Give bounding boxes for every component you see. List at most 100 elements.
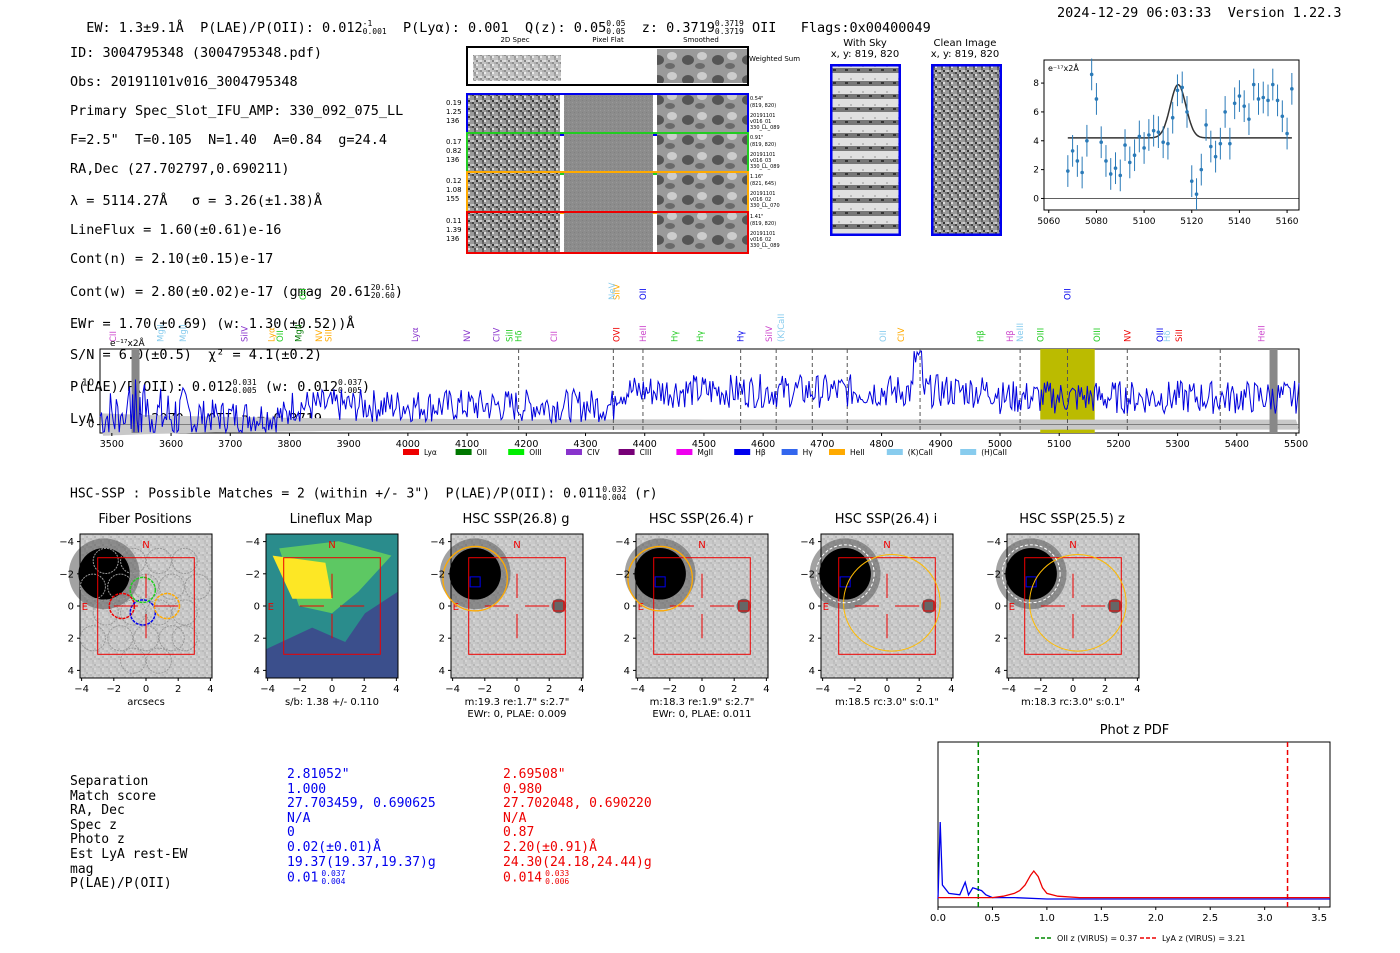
line-label: CII [550,331,560,342]
spec2d-col-pixelflat: Pixel Flat [592,36,624,44]
zoom-data-point [1285,131,1289,136]
zoom-data-point [1199,167,1204,172]
detection-info: ID: 3004795348 (3004795348.pdf) Obs: 201… [70,31,403,441]
match-value: 0.014 0.033 0.006 [503,869,570,887]
full-xtick-label: 5300 [1166,439,1190,450]
line-label: MgII [179,324,189,342]
header-z: z: 0.37190.3719 0.3719 OII [641,19,777,37]
photz-plot-data: 0.0 0.5 1.0 1.5 2.0 2.5 3.0 3.5 [930,742,1330,924]
galaxy-core [634,548,686,600]
svg-text:v016_01: v016_01 [750,119,771,125]
zoom-data-point [1275,98,1280,103]
zoom-data-point [1170,115,1175,120]
hsc-ytick-label: −2 [800,569,815,580]
hsc-xtick-label: 2 [731,684,737,695]
header-bar: EW: 1.3±9.1Å P(LAE)/P(OII): 0.012-1 0.001… [70,4,931,37]
aperture-box [653,557,751,655]
svg-text:(819, 820): (819, 820) [750,103,776,109]
zoom-spectrum-chart: e⁻¹⁷x2Å 5060 5080 5100 5120 5140 5160 0 2 4 6 8 [1033,58,1300,227]
photz-xtick-label: 1.5 [1093,913,1109,924]
hsc-xtick-label: 2 [916,684,922,695]
with-sky-image [830,64,901,236]
zoom-data-point [1104,159,1108,163]
line-label: SiII [506,329,516,342]
svg-text:330_LL_089: 330_LL_089 [750,243,780,249]
zoom-data-point [1137,134,1142,139]
info-id: ID: 3004795348 (3004795348.pdf) [70,44,322,61]
zoom-xtick-label: 5160 [1276,217,1299,227]
faint-source [551,598,567,614]
line-label: Lyα [411,327,421,342]
zoom-data-point [1127,160,1132,165]
svg-text:20191101: 20191101 [750,231,775,237]
photz-xtick-label: 2.5 [1202,913,1218,924]
aperture-circle-white [815,544,875,604]
hsc-panel-title: HSC SSP(26.8) g [462,512,570,527]
hsc-xtick-label: 0 [514,684,520,695]
hsc-caption-1: m:18.3 re:1.9" s:2.7" [650,697,755,708]
zoom-xtick-label: 5080 [1085,217,1108,227]
match-value: 0.01 0.037 0.004 [287,869,346,887]
info-ewr: EWr = 1.70(±0.69) (w: 1.30(±0.52))Å [70,315,355,332]
svg-text:155: 155 [446,195,459,203]
hsc-caption-2: EWr: 0, PLAE: 0.011 [652,709,751,720]
spec2d-col-2dspec: 2D Spec [500,36,529,44]
legend-swatch [734,449,751,455]
zoom-data-point [1113,166,1118,170]
hsc-panel-title: Fiber Positions [98,512,192,527]
photz-series-red [938,869,1330,899]
line-label: NV [1123,330,1133,342]
header-timestamp: 2024-12-29 06:03:33 [1057,5,1212,21]
line-label: SiIV [240,326,250,342]
match-label: Est LyA rest-EW [70,846,188,862]
galaxy-core [819,548,871,600]
svg-text:0.12: 0.12 [446,177,462,185]
line-label: MgII [156,324,166,342]
legend-label: Hγ [803,448,814,457]
hsc-ytick-label: 2 [809,634,815,645]
match-value: 19.37(19.37,19.37)g [287,854,436,870]
svg-text:1.08: 1.08 [446,186,462,194]
weighted-sum-2dspec [473,55,561,81]
photz-chart: 0.0 0.5 1.0 1.5 2.0 2.5 3.0 3.5 OII z (VIRUS) =… [930,741,1331,943]
hsc-xtick-label: 0 [143,684,149,695]
line-label: (K)CaII [777,314,787,342]
full-xtick-label: 4300 [573,439,597,450]
aperture-box [1024,557,1122,655]
line-label: OIII [1156,328,1166,342]
info-wavelength: λ = 5114.27Å σ = 3.26(±1.38)Å [70,192,322,209]
svg-text:1.41": 1.41" [750,214,763,220]
line-label: HeII [639,325,649,342]
svg-text:136: 136 [446,117,460,125]
line-label: SiII [1175,329,1185,342]
svg-text:330_LL_070: 330_LL_070 [750,203,780,209]
svg-text:v016_02: v016_02 [750,197,771,203]
hsc-xtick-label: 4 [578,684,584,695]
hsc-ytick-label: 4 [68,666,74,677]
legend-swatch [781,449,798,455]
zoom-data-point [1256,97,1261,101]
photz-xtick-label: 3.5 [1311,913,1327,924]
legend-label: (K)CaII [908,448,933,457]
zoom-data-point [1194,192,1199,196]
hsc-ytick-label: 0 [68,602,74,613]
line-label: NeIII [1016,323,1026,342]
hsc-ytick-label: 0 [809,602,815,613]
hsc-xtick-label: 0 [884,684,890,695]
hsc-ytick-label: 4 [439,666,445,677]
full-xtick-label: 4500 [692,439,716,450]
match-value: 2.81052" [287,767,350,782]
zoom-data-point [1085,138,1089,143]
zoom-data-point [1242,104,1246,108]
info-lineflux: LineFlux = 1.60(±0.61)e-16 [70,221,282,238]
line-label: Hδ [1163,330,1173,342]
zoom-data-point [1161,140,1165,145]
spectrum-line [99,350,1300,435]
hsc-ytick-label: −4 [59,537,74,548]
fiber-circle [92,547,119,574]
lineflux-peak [272,555,332,599]
